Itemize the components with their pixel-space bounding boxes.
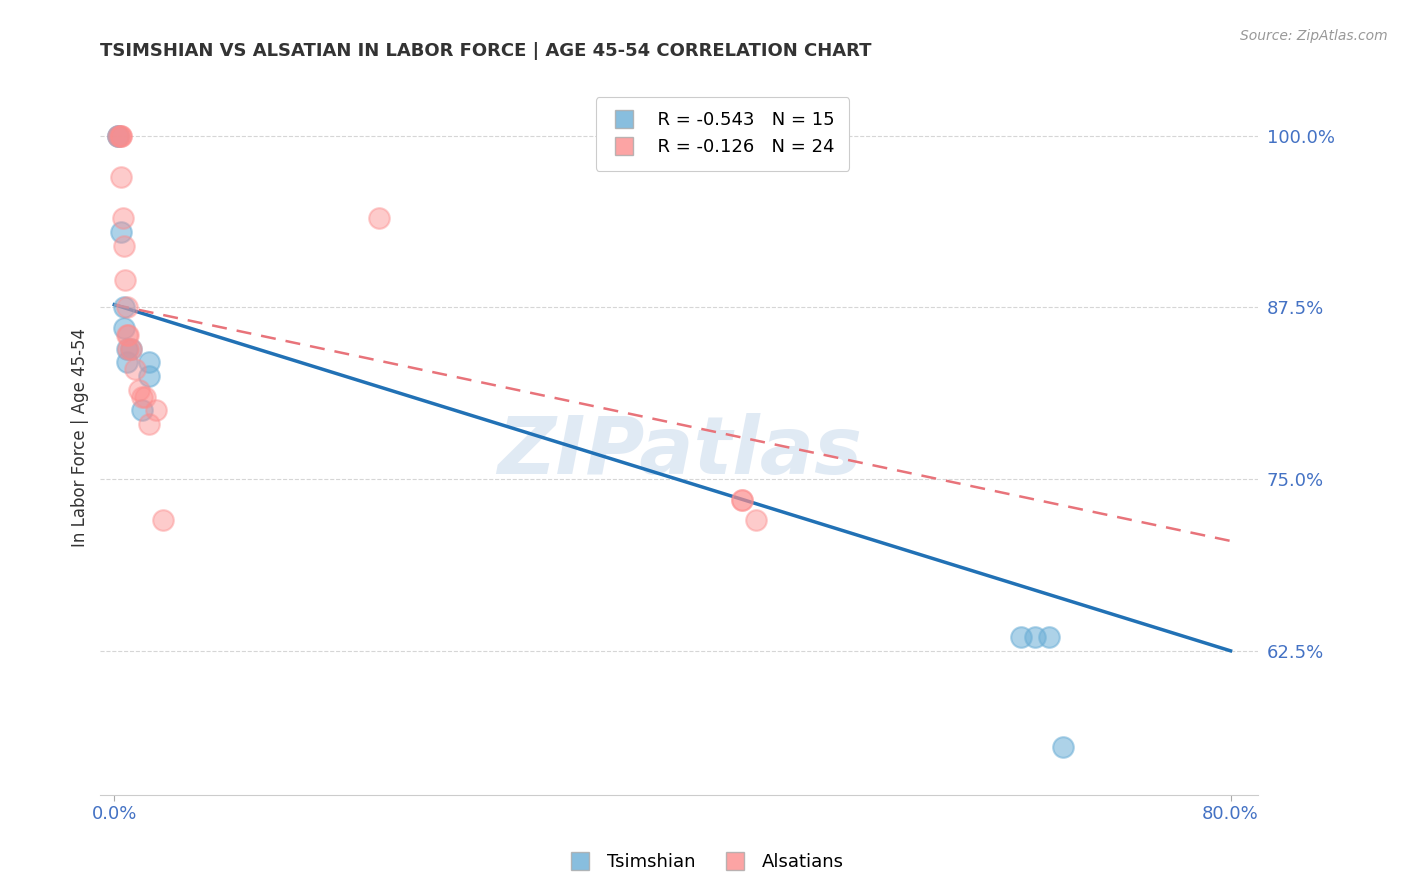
Point	[107, 128, 129, 143]
Y-axis label: In Labor Force | Age 45-54: In Labor Force | Age 45-54	[72, 328, 89, 548]
Point	[108, 128, 131, 143]
Point	[731, 492, 754, 507]
Point	[112, 238, 135, 252]
Point	[115, 327, 138, 342]
Point	[114, 273, 136, 287]
Text: TSIMSHIAN VS ALSATIAN IN LABOR FORCE | AGE 45-54 CORRELATION CHART: TSIMSHIAN VS ALSATIAN IN LABOR FORCE | A…	[100, 42, 872, 60]
Point	[145, 403, 167, 417]
Point	[115, 342, 138, 356]
Point	[128, 383, 150, 397]
Point	[138, 417, 160, 432]
Point	[1010, 630, 1032, 644]
Point	[107, 128, 129, 143]
Point	[152, 513, 174, 527]
Text: ZIPatlas: ZIPatlas	[496, 413, 862, 491]
Point	[1052, 739, 1074, 754]
Point	[110, 169, 132, 184]
Point	[117, 327, 139, 342]
Point	[110, 128, 132, 143]
Point	[112, 301, 135, 315]
Point	[112, 321, 135, 335]
Point	[138, 355, 160, 369]
Point	[115, 355, 138, 369]
Point	[111, 211, 134, 226]
Point	[138, 369, 160, 384]
Point	[1038, 630, 1060, 644]
Point	[117, 342, 139, 356]
Point	[110, 225, 132, 239]
Point	[115, 301, 138, 315]
Point	[120, 342, 142, 356]
Point	[131, 403, 153, 417]
Point	[131, 390, 153, 404]
Point	[107, 128, 129, 143]
Legend: Tsimshian, Alsatians: Tsimshian, Alsatians	[554, 847, 852, 879]
Point	[368, 211, 391, 226]
Point	[110, 128, 132, 143]
Text: Source: ZipAtlas.com: Source: ZipAtlas.com	[1240, 29, 1388, 44]
Point	[124, 362, 146, 376]
Point	[745, 513, 768, 527]
Point	[1024, 630, 1046, 644]
Point	[134, 390, 156, 404]
Point	[731, 492, 754, 507]
Legend:   R = -0.543   N = 15,   R = -0.126   N = 24: R = -0.543 N = 15, R = -0.126 N = 24	[596, 97, 849, 171]
Point	[120, 342, 142, 356]
